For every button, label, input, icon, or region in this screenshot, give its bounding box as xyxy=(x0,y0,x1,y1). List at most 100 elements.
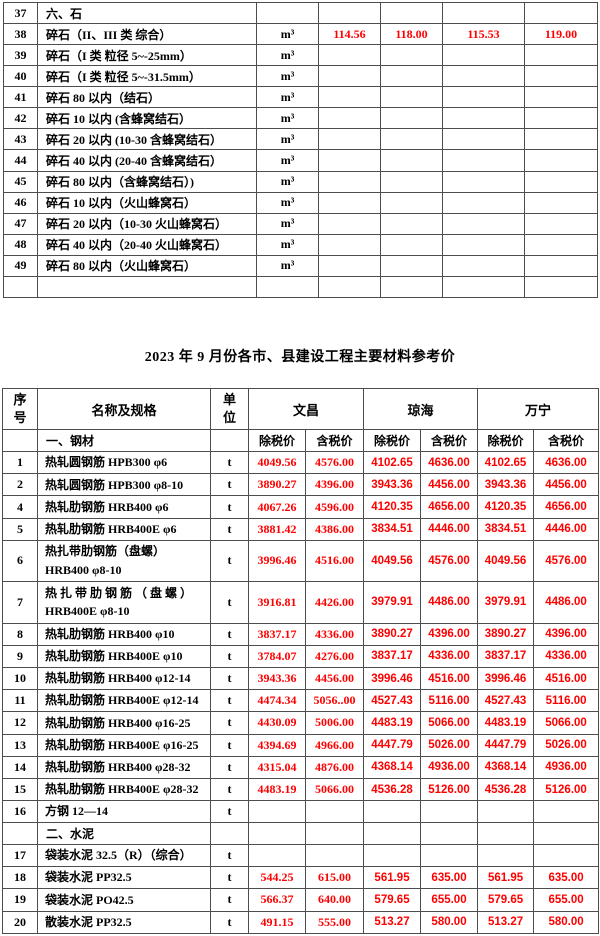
cell-name: 热轧肋钢筋 HRB400 φ28-32 xyxy=(37,755,211,779)
cell-price xyxy=(442,254,525,277)
cell-price: 114.56 xyxy=(318,23,381,46)
cell-price: 4447.79 xyxy=(363,733,422,757)
cell-price: 4049.56 xyxy=(363,539,422,583)
cell-price: 115.53 xyxy=(442,23,525,46)
cell-price xyxy=(442,1,525,25)
cell-price xyxy=(477,822,535,845)
cell-price: 513.27 xyxy=(477,910,535,935)
table-row: 43 碎石 20 以内 (10-30 含蜂窝结石） m³ xyxy=(3,128,598,151)
cell-price: 3784.07 xyxy=(248,644,306,668)
table-row: 45 碎石 80 以内（含蜂窝结石）) m³ xyxy=(3,170,598,193)
cell-price xyxy=(380,254,443,277)
cell-name: 碎石 40 以内 (20-40 含蜂窝结石） xyxy=(37,149,257,172)
cell-unit: t xyxy=(210,495,249,519)
cell-price: 5066.00 xyxy=(304,777,365,802)
cell-price: 655.00 xyxy=(533,888,600,912)
cell-price: 4636.00 xyxy=(420,450,479,475)
cell-name: 热轧肋钢筋 HRB400 φ10 xyxy=(37,622,211,646)
cell-name: 散装水泥 PP32.5 xyxy=(37,910,211,935)
cell-price: 3890.27 xyxy=(248,473,306,497)
table-row: 38 碎石（II、III 类 综合） m³ 114.56 118.00 115.53 119… xyxy=(3,23,598,46)
cell-price: 4516.00 xyxy=(420,666,479,691)
cell-unit: m³ xyxy=(256,86,319,109)
cell-name: 碎石 10 以内（火山蜂窝石） xyxy=(37,191,257,214)
cell-serial: 4 xyxy=(2,495,38,519)
cell-price: 555.00 xyxy=(304,910,365,935)
cell-price: 4276.00 xyxy=(304,644,365,668)
table-row: 10 热轧肋钢筋 HRB400 φ12-14 t 3943.36 4456.00 3996… xyxy=(2,666,600,691)
cell-unit: t xyxy=(210,888,249,912)
col-header-serial: 序 号 xyxy=(2,388,38,430)
cell-price: 4576.00 xyxy=(533,539,600,583)
cell-price xyxy=(318,170,381,193)
table-row: 6 热扎带肋钢筋（盘螺）HRB400 φ8-10 t 3996.46 4516.00 40… xyxy=(2,539,600,583)
cell-name: 热轧肋钢筋 HRB400E φ28-32 xyxy=(37,777,211,802)
cell-serial: 19 xyxy=(2,888,38,912)
cell-serial: 43 xyxy=(3,128,38,151)
cell-unit: m³ xyxy=(256,254,319,277)
cell-serial: 42 xyxy=(3,107,38,130)
cell-unit: t xyxy=(210,581,249,624)
cell-unit: m³ xyxy=(256,212,319,235)
cell-serial: 9 xyxy=(2,644,38,668)
cell-price: 4656.00 xyxy=(420,495,479,519)
table-row: 12 热轧肋钢筋 HRB400 φ16-25 t 4430.09 5006.00 4483… xyxy=(2,711,600,735)
cell-unit: m³ xyxy=(256,191,319,214)
cell-name: 热轧肋钢筋 HRB400E φ12-14 xyxy=(37,689,211,713)
cell-serial: 45 xyxy=(3,170,38,193)
cell-price xyxy=(442,275,525,299)
table-row: 15 热轧肋钢筋 HRB400E φ28-32 t 4483.19 5066.00 453… xyxy=(2,777,600,802)
table-row: 44 碎石 40 以内 (20-40 含蜂窝结石） m³ xyxy=(3,149,598,172)
cell-price: 3996.46 xyxy=(477,666,535,691)
cell-price xyxy=(380,86,443,109)
cell-serial xyxy=(2,822,38,845)
cell-price: 4936.00 xyxy=(533,755,600,779)
table-row: 49 碎石 80 以内（火山蜂窝石） m³ xyxy=(3,254,598,277)
table-row: 20 散装水泥 PP32.5 t 491.15 555.00 513.27 580.00 51… xyxy=(2,910,600,935)
cell-price: 561.95 xyxy=(363,866,422,890)
stone-table-body: 37 六、石 38 碎石（II、III 类 综合） m³ 114.56 118.00 115.… xyxy=(3,1,598,299)
cell-unit: t xyxy=(210,800,249,824)
cell-price: 4474.34 xyxy=(248,689,306,713)
cell-name: 袋装水泥 PP32.5 xyxy=(37,866,211,890)
cell-serial: 49 xyxy=(3,254,38,277)
cell-price xyxy=(442,149,525,172)
cell-name: 热轧圆钢筋 HPB300 φ8-10 xyxy=(37,473,211,497)
cell-unit: t xyxy=(210,755,249,779)
cell-unit: t xyxy=(210,450,249,475)
cell-price xyxy=(380,149,443,172)
cell-unit: m³ xyxy=(256,44,319,67)
col-subheader-inctax: 含税价 xyxy=(304,429,365,452)
cell-unit: t xyxy=(210,473,249,497)
cell-price xyxy=(380,212,443,235)
cell-price: 566.37 xyxy=(248,888,306,912)
table-row xyxy=(3,275,598,299)
cell-price: 4102.65 xyxy=(363,450,422,475)
cell-unit: m³ xyxy=(256,149,319,172)
cell-price: 491.15 xyxy=(248,910,306,935)
cell-name: 六、石 xyxy=(37,1,257,25)
cell-price xyxy=(248,800,306,824)
cell-price: 4336.00 xyxy=(304,622,365,646)
stone-price-table: 37 六、石 38 碎石（II、III 类 综合） m³ 114.56 118.00 115.… xyxy=(3,1,598,299)
cell-serial: 8 xyxy=(2,622,38,646)
table-row: 二、水泥 xyxy=(2,822,600,845)
cell-price xyxy=(248,822,306,845)
cell-price: 4336.00 xyxy=(420,644,479,668)
cell-price xyxy=(477,843,535,868)
cell-price: 4396.00 xyxy=(420,622,479,646)
cell-price: 4386.00 xyxy=(304,517,365,541)
table-row: 9 热轧肋钢筋 HRB400E φ10 t 3784.07 4276.00 3837.17… xyxy=(2,644,600,668)
cell-price xyxy=(380,170,443,193)
materials-price-table: 序 号 名称及规格 单 位 文昌 琼海 万宁 一、钢材 除税价 含税价 除税价 … xyxy=(2,388,600,935)
cell-price: 4456.00 xyxy=(304,666,365,691)
cell-price: 635.00 xyxy=(533,866,600,890)
cell-price: 513.27 xyxy=(363,910,422,935)
cell-price: 5026.00 xyxy=(420,733,479,757)
cell-unit xyxy=(256,275,319,299)
header-row: 序 号 名称及规格 单 位 文昌 琼海 万宁 xyxy=(2,388,600,430)
table-row: 2 热轧圆钢筋 HPB300 φ8-10 t 3890.27 4396.00 3943.3… xyxy=(2,473,600,497)
cell-price: 3837.17 xyxy=(477,644,535,668)
cell-price xyxy=(380,191,443,214)
